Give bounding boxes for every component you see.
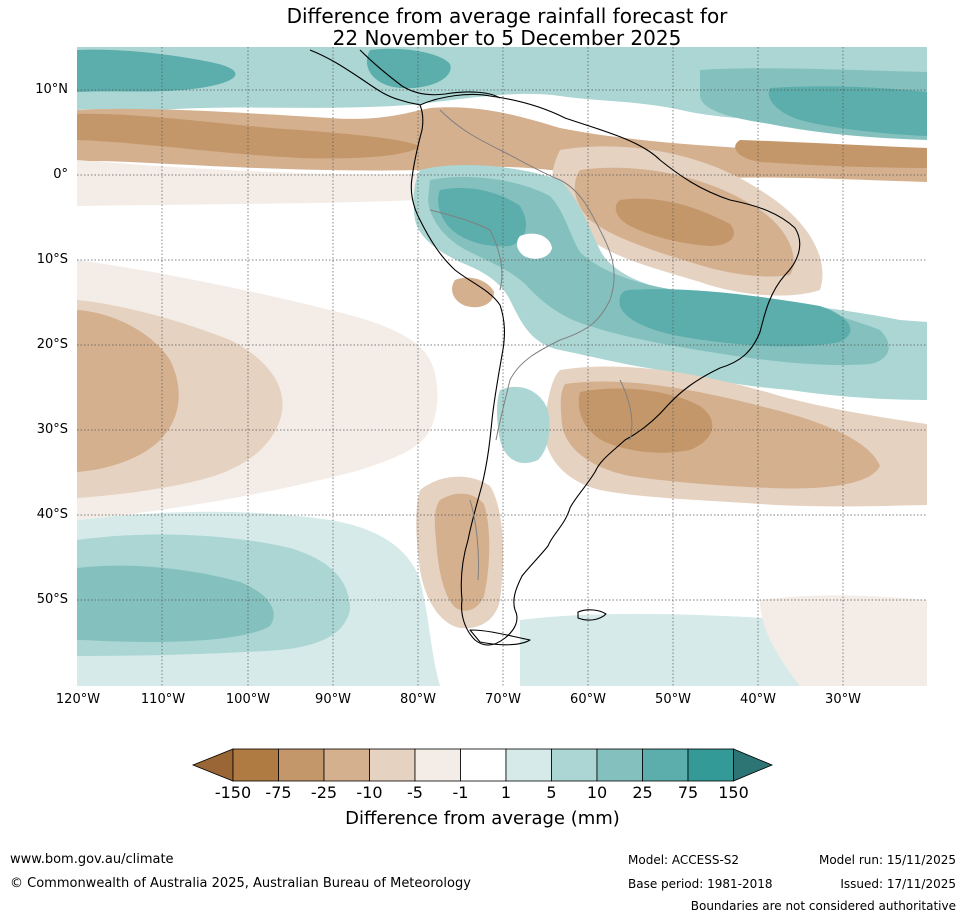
copyright-text: © Commonwealth of Australia 2025, Austra… bbox=[10, 876, 471, 891]
lat-label: 10°S bbox=[36, 252, 68, 267]
coastlines bbox=[309, 49, 801, 646]
lat-label: 50°S bbox=[36, 592, 68, 607]
map-title-line-2: 22 November to 5 December 2025 bbox=[332, 26, 682, 50]
map-title-line-1: Difference from average rainfall forecas… bbox=[286, 4, 728, 28]
lon-label: 90°W bbox=[315, 692, 351, 707]
lon-label: 120°W bbox=[55, 692, 101, 707]
lon-label: 50°W bbox=[655, 692, 691, 707]
colorbar-segment bbox=[687, 748, 734, 782]
graticule bbox=[77, 47, 927, 686]
lon-label: 30°W bbox=[825, 692, 861, 707]
pink-fringe-north bbox=[77, 160, 420, 206]
south-america-coastline bbox=[410, 93, 801, 646]
base-period: Base period: 1981-2018 bbox=[628, 877, 773, 891]
issued-date: Issued: 17/11/2025 bbox=[840, 877, 956, 891]
colorbar-tick-label: 25 bbox=[632, 783, 653, 802]
colorbar-segment bbox=[278, 748, 325, 782]
colorbar-segment bbox=[414, 748, 461, 782]
lat-label: 20°S bbox=[36, 337, 68, 352]
colorbar-tick-label: 75 bbox=[677, 783, 699, 802]
colorbar-tick-label: -1 bbox=[452, 783, 469, 802]
teal-white-hole bbox=[516, 233, 552, 259]
colorbar-segment bbox=[505, 748, 552, 782]
brown-band-north-core bbox=[77, 113, 420, 159]
brown-bolivia bbox=[452, 277, 494, 308]
country-borders bbox=[429, 109, 633, 581]
lat-label: 0° bbox=[53, 167, 68, 182]
colorbar-extend-low bbox=[191, 748, 234, 782]
brown-pacific-core bbox=[77, 310, 179, 472]
colorbar-segment bbox=[460, 748, 507, 782]
colorbar-extend-high bbox=[733, 748, 774, 782]
colorbar-segment bbox=[369, 748, 416, 782]
anomaly-field bbox=[77, 47, 927, 686]
colorbar-segment bbox=[232, 748, 279, 782]
lon-label: 110°W bbox=[140, 692, 186, 707]
tierra-del-fuego-coastline bbox=[469, 629, 531, 646]
lon-label: 60°W bbox=[570, 692, 606, 707]
falklands-coastline bbox=[577, 609, 607, 621]
lon-label: 80°W bbox=[400, 692, 436, 707]
brown-amazon-core bbox=[615, 198, 734, 246]
colorbar-tick-label: -150 bbox=[214, 783, 252, 802]
lon-label: 70°W bbox=[485, 692, 521, 707]
brown-subtropical-east-core bbox=[578, 388, 713, 453]
colorbar-tick-label: -25 bbox=[310, 783, 338, 802]
colorbar-segment bbox=[323, 748, 370, 782]
teal-western-amazon-core bbox=[438, 187, 526, 247]
teal-band-north-atlantic-core bbox=[768, 86, 927, 136]
colorbar-tick-label: 150 bbox=[718, 783, 749, 802]
website-link[interactable]: www.bom.gov.au/climate bbox=[10, 852, 174, 867]
colorbar-tick-label: -10 bbox=[356, 783, 383, 802]
colorbar-segment bbox=[551, 748, 598, 782]
lat-label: 40°S bbox=[36, 507, 68, 522]
teal-band-north-core bbox=[77, 49, 236, 92]
lat-label: 30°S bbox=[36, 422, 68, 437]
brown-band-north bbox=[77, 107, 927, 182]
teal-central-core bbox=[619, 289, 851, 347]
boundaries-disclaimer: Boundaries are not considered authoritat… bbox=[690, 899, 956, 913]
colorbar-tick-label: 10 bbox=[586, 783, 608, 802]
colorbar-tick-label: -75 bbox=[265, 783, 292, 802]
teal-band-north-caribbean bbox=[366, 48, 451, 89]
lon-label: 40°W bbox=[740, 692, 776, 707]
teal-southern-cone bbox=[497, 386, 550, 464]
brown-southeast bbox=[760, 595, 927, 686]
central-america-coastline-north bbox=[359, 49, 501, 99]
colorbar-tick-label: 5 bbox=[546, 783, 557, 802]
lat-label: 10°N bbox=[35, 82, 68, 97]
teal-band-south-core bbox=[77, 565, 274, 642]
central-america-coastline bbox=[309, 49, 421, 106]
colorbar bbox=[191, 748, 774, 782]
colorbar-segment bbox=[596, 748, 643, 782]
colorbar-title: Difference from average (mm) bbox=[345, 808, 620, 829]
colorbar-segment bbox=[642, 748, 689, 782]
model-name: Model: ACCESS-S2 bbox=[628, 853, 740, 867]
colorbar-tick-label: -5 bbox=[407, 783, 423, 802]
lon-label: 100°W bbox=[225, 692, 271, 707]
model-run-date: Model run: 15/11/2025 bbox=[818, 853, 956, 867]
colorbar-tick-label: 1 bbox=[500, 783, 512, 802]
brown-band-north-east bbox=[735, 140, 927, 168]
